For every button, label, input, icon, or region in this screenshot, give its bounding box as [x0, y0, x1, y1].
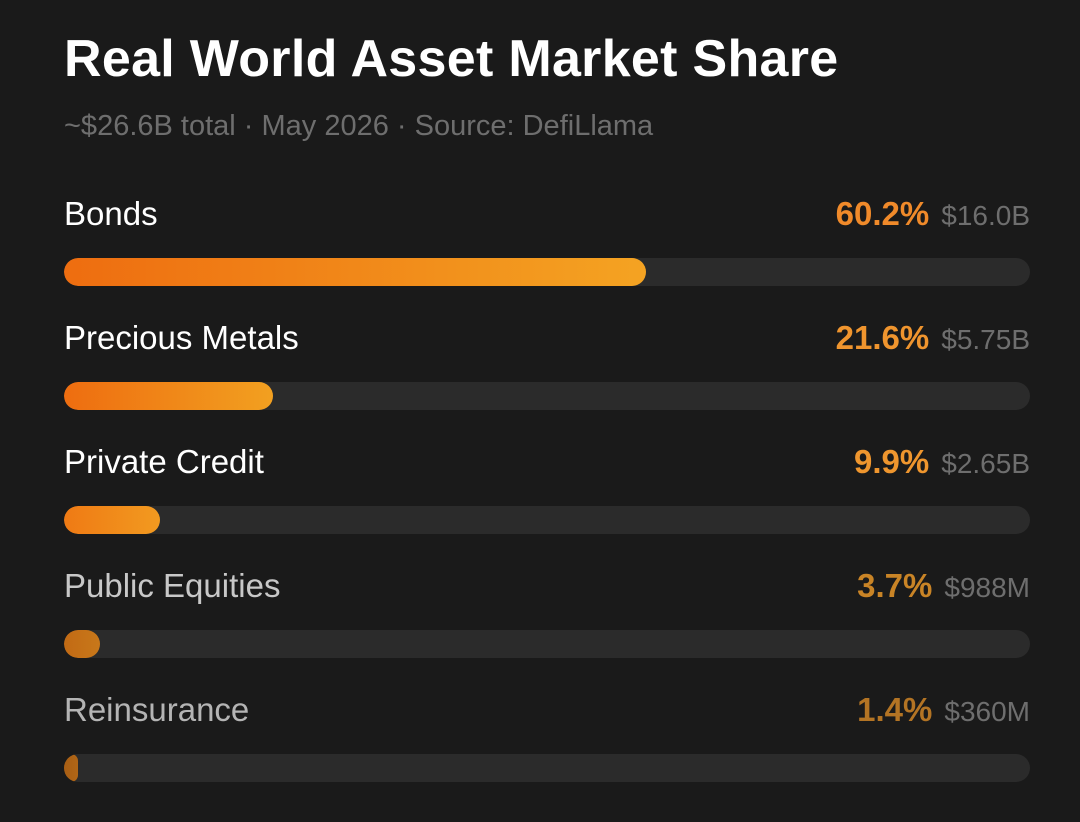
bar-fill — [64, 754, 78, 782]
bar-track — [64, 382, 1030, 410]
value-group: 3.7% $988M — [857, 564, 1030, 610]
percent-label: 3.7% — [857, 567, 933, 604]
bar-row-header: Private Credit 9.9% $2.65B — [64, 440, 1030, 484]
category-label: Reinsurance — [64, 691, 250, 728]
amount-label: $360M — [944, 696, 1030, 727]
bar-row-private-credit: Private Credit 9.9% $2.65B — [64, 440, 1030, 564]
bar-row-header: Reinsurance 1.4% $360M — [64, 688, 1030, 732]
percent-label: 9.9% — [854, 443, 930, 480]
bar-row-reinsurance: Reinsurance 1.4% $360M — [64, 688, 1030, 812]
amount-label: $5.75B — [941, 324, 1030, 355]
bar-row-header: Precious Metals 21.6% $5.75B — [64, 316, 1030, 360]
bar-row-header: Bonds 60.2% $16.0B — [64, 192, 1030, 236]
amount-label: $988M — [944, 572, 1030, 603]
percent-label: 1.4% — [857, 691, 933, 728]
category-label: Precious Metals — [64, 319, 299, 356]
value-group: 1.4% $360M — [857, 688, 1030, 734]
market-share-card: Real World Asset Market Share ~$26.6B to… — [64, 28, 1030, 812]
percent-label: 60.2% — [835, 195, 930, 232]
bar-track — [64, 754, 1030, 782]
chart-subtitle: ~$26.6B total · May 2026 · Source: DefiL… — [64, 110, 654, 142]
bar-row-bonds: Bonds 60.2% $16.0B — [64, 192, 1030, 316]
value-group: 21.6% $5.75B — [836, 316, 1030, 362]
amount-label: $2.65B — [941, 448, 1030, 479]
percent-label: 21.6% — [835, 319, 930, 356]
chart-title: Real World Asset Market Share — [64, 30, 839, 88]
amount-label: $16.0B — [941, 200, 1030, 231]
bar-track — [64, 506, 1030, 534]
category-label: Private Credit — [64, 443, 264, 480]
bar-fill — [64, 258, 646, 286]
category-label: Public Equities — [64, 567, 281, 604]
category-label: Bonds — [64, 195, 158, 232]
bar-fill — [64, 506, 160, 534]
bar-track — [64, 630, 1030, 658]
bar-row-header: Public Equities 3.7% $988M — [64, 564, 1030, 608]
bar-fill — [64, 630, 100, 658]
bar-row-public-equities: Public Equities 3.7% $988M — [64, 564, 1030, 688]
value-group: 60.2% $16.0B — [836, 192, 1030, 238]
value-group: 9.9% $2.65B — [854, 440, 1030, 486]
bar-track — [64, 258, 1030, 286]
bar-row-precious-metals: Precious Metals 21.6% $5.75B — [64, 316, 1030, 440]
bar-rows: Bonds 60.2% $16.0B Precious Metals 21.6%… — [64, 192, 1030, 812]
bar-fill — [64, 382, 273, 410]
